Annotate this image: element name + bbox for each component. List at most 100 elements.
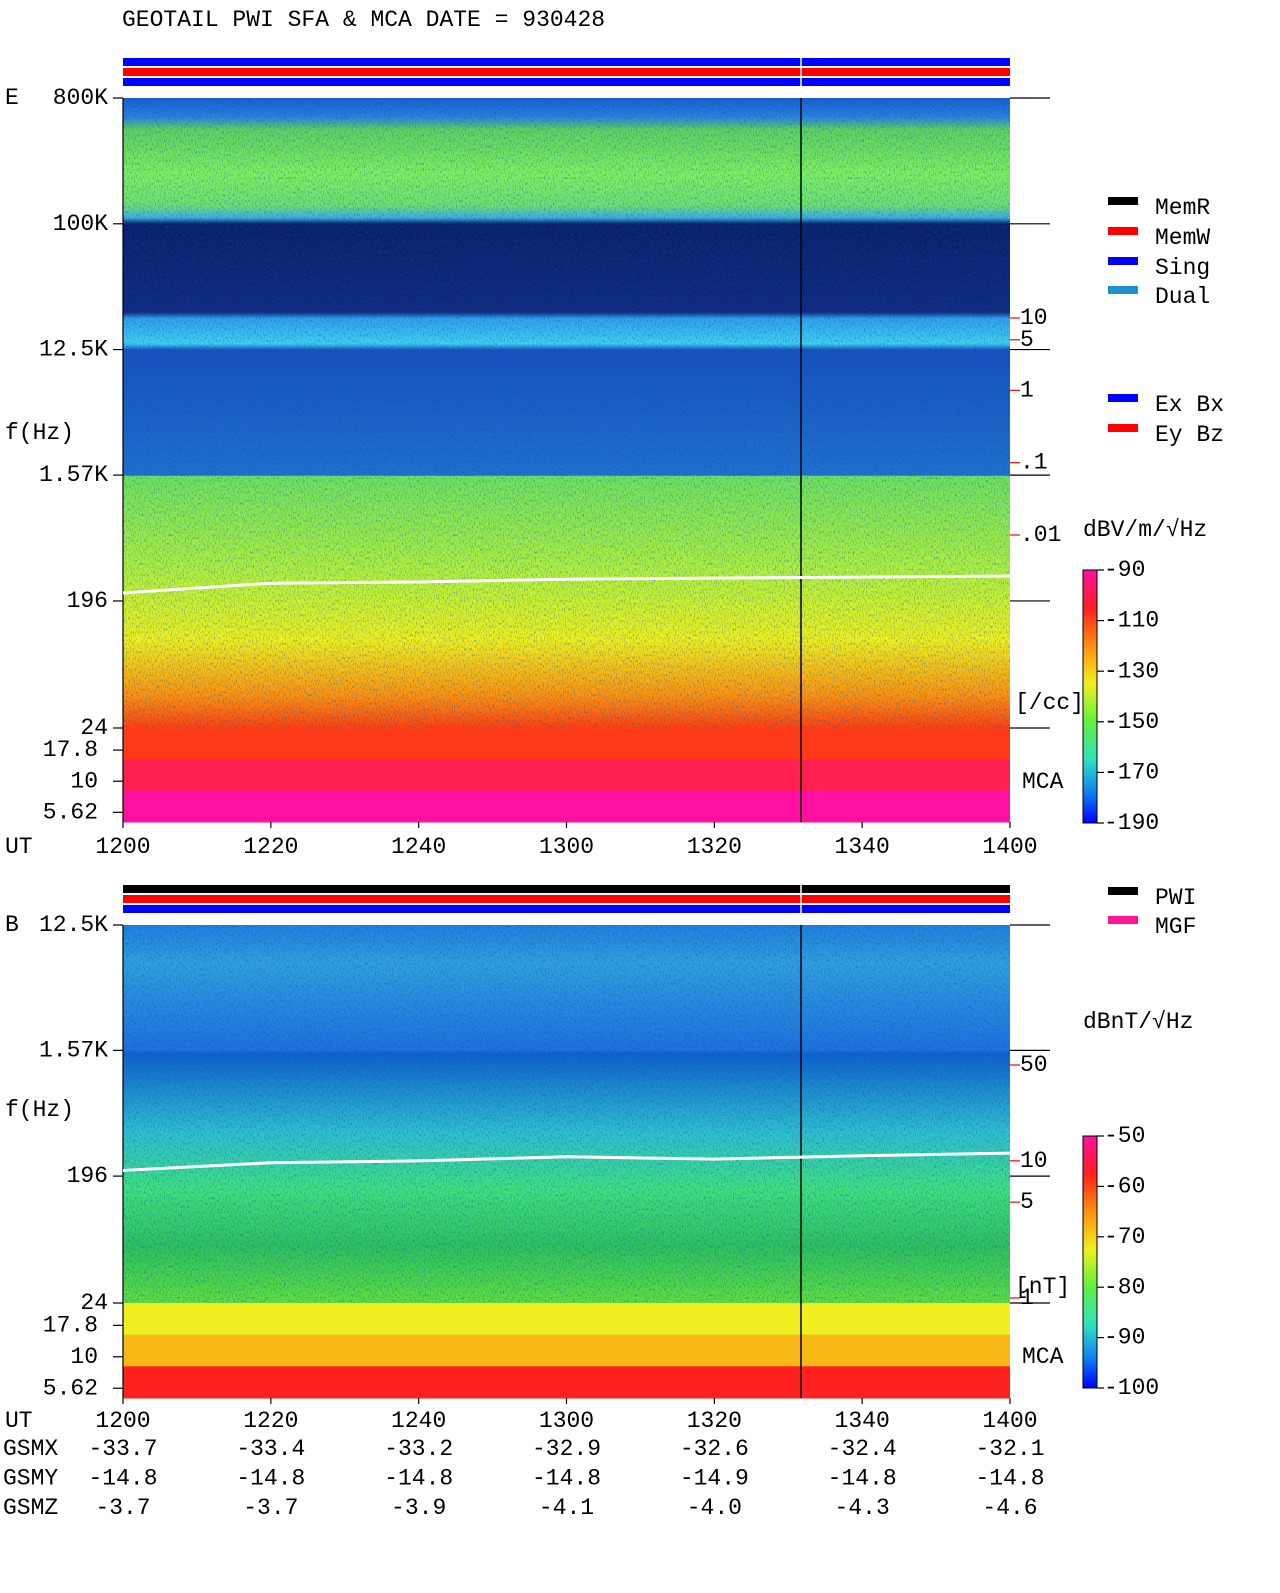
orbit-value: -4.3 [835, 1495, 890, 1521]
x-axis-label: UT [5, 834, 33, 860]
orbit-value: -32.1 [975, 1436, 1044, 1462]
right-tick-label: .1 [1020, 450, 1048, 476]
status-bar [123, 78, 1010, 86]
colorbar-tick-label: -60 [1104, 1173, 1145, 1199]
orbit-value: -32.4 [828, 1436, 897, 1462]
legend-label: Ey Bz [1155, 422, 1224, 448]
mca-label: MCA [1022, 769, 1064, 795]
x-tick-label: 1300 [539, 834, 594, 860]
right-tick-label: 1 [1020, 1285, 1034, 1311]
colorbar-label: dBV/m/√Hz [1083, 517, 1207, 543]
legend-label: MGF [1155, 914, 1196, 940]
right-tick-label: .01 [1020, 522, 1061, 548]
mca-band [123, 1303, 1010, 1336]
y-tick-label: 12.5K [39, 912, 108, 938]
colorbar-tick-label: -90 [1104, 1325, 1145, 1351]
legend-label: Ex Bx [1155, 392, 1224, 418]
legend-swatch [1108, 424, 1138, 432]
y-tick-label: 800K [53, 85, 108, 111]
x-tick-label: 1200 [95, 1408, 150, 1434]
orbit-value: -14.8 [236, 1466, 305, 1492]
y-axis-label: f(Hz) [5, 420, 74, 446]
mca-tick-label: 5.62 [43, 1375, 98, 1401]
colorbar-tick-label: -170 [1104, 759, 1159, 785]
x-tick-label: 1320 [687, 834, 742, 860]
mca-tick-label: 10 [70, 1344, 98, 1370]
legend-swatch [1108, 227, 1138, 235]
orbit-value: -14.8 [532, 1466, 601, 1492]
y-tick-label: 24 [80, 1290, 108, 1316]
legend-label: PWI [1155, 885, 1196, 911]
mca-tick-label: 17.8 [43, 737, 98, 763]
colorbar-tick-label: -150 [1104, 709, 1159, 735]
orbit-value: -14.8 [88, 1466, 157, 1492]
y-tick-label: 1.57K [39, 462, 108, 488]
colorbar-tick-label: -50 [1104, 1123, 1145, 1149]
mca-band [123, 1334, 1010, 1367]
orbit-value: -14.8 [384, 1466, 453, 1492]
status-bar [123, 58, 1010, 66]
orbit-value: -14.8 [975, 1466, 1044, 1492]
mca-band [123, 1366, 1010, 1399]
orbit-value: -32.6 [680, 1436, 749, 1462]
x-tick-label: 1340 [835, 1408, 890, 1434]
colorbar-tick-label: -90 [1104, 557, 1145, 583]
legend-swatch [1108, 916, 1138, 924]
x-tick-label: 1400 [982, 1408, 1037, 1434]
right-tick-label: 5 [1020, 327, 1034, 353]
y-axis-label: f(Hz) [5, 1097, 74, 1123]
orbit-row-name: GSMY [3, 1466, 58, 1492]
x-tick-label: 1220 [243, 834, 298, 860]
right-tick-label: 50 [1020, 1052, 1048, 1078]
right-axis-label: [nT] [1015, 1274, 1070, 1300]
orbit-value: -32.9 [532, 1436, 601, 1462]
mca-band [123, 759, 1010, 792]
spectrogram-noise [123, 925, 1010, 1303]
y-tick-label: 24 [80, 715, 108, 741]
x-tick-label: 1300 [539, 1408, 594, 1434]
x-tick-label: 1400 [982, 834, 1037, 860]
x-tick-label: 1340 [835, 834, 890, 860]
status-bar [123, 895, 1010, 903]
x-tick-label: 1240 [391, 1408, 446, 1434]
orbit-row-name: GSMZ [3, 1495, 58, 1521]
x-tick-label: 1320 [687, 1408, 742, 1434]
colorbar-label: dBnT/√Hz [1083, 1009, 1193, 1035]
colorbar-tick-label: -70 [1104, 1224, 1145, 1250]
title: GEOTAIL PWI SFA & MCA DATE = 930428 [122, 7, 605, 33]
orbit-value: -33.4 [236, 1436, 305, 1462]
spectrogram-noise [123, 98, 1010, 728]
orbit-value: -14.9 [680, 1466, 749, 1492]
orbit-value: -3.9 [391, 1495, 446, 1521]
colorbar-tick-label: -190 [1104, 810, 1159, 836]
orbit-value: -33.2 [384, 1436, 453, 1462]
right-tick-label: 10 [1020, 1148, 1048, 1174]
legend-label: Sing [1155, 255, 1210, 281]
y-tick-label: 196 [67, 1163, 108, 1189]
y-tick-label: 100K [53, 211, 108, 237]
colorbar-tick-label: -80 [1104, 1274, 1145, 1300]
status-bar [123, 68, 1010, 76]
mca-tick-label: 10 [70, 768, 98, 794]
x-tick-label: 1240 [391, 834, 446, 860]
right-axis-label: [/cc] [1015, 690, 1084, 716]
y-tick-label: 12.5K [39, 337, 108, 363]
colorbar-tick-label: -130 [1104, 658, 1159, 684]
legend-label: Dual [1155, 284, 1210, 310]
orbit-value: -4.0 [687, 1495, 742, 1521]
mca-band [123, 790, 1010, 823]
mca-tick-label: 17.8 [43, 1312, 98, 1338]
colorbar [1082, 1135, 1098, 1389]
panel-label: B [5, 912, 19, 938]
colorbar-tick-label: -110 [1104, 608, 1159, 634]
legend-swatch [1108, 197, 1138, 205]
colorbar [1082, 569, 1098, 824]
trace-line [122, 574, 1011, 595]
panel-label: E [5, 85, 19, 111]
y-tick-label: 1.57K [39, 1037, 108, 1063]
orbit-value: -3.7 [95, 1495, 150, 1521]
legend-swatch [1108, 257, 1138, 265]
orbit-value: -4.1 [539, 1495, 594, 1521]
legend-swatch [1108, 286, 1138, 294]
